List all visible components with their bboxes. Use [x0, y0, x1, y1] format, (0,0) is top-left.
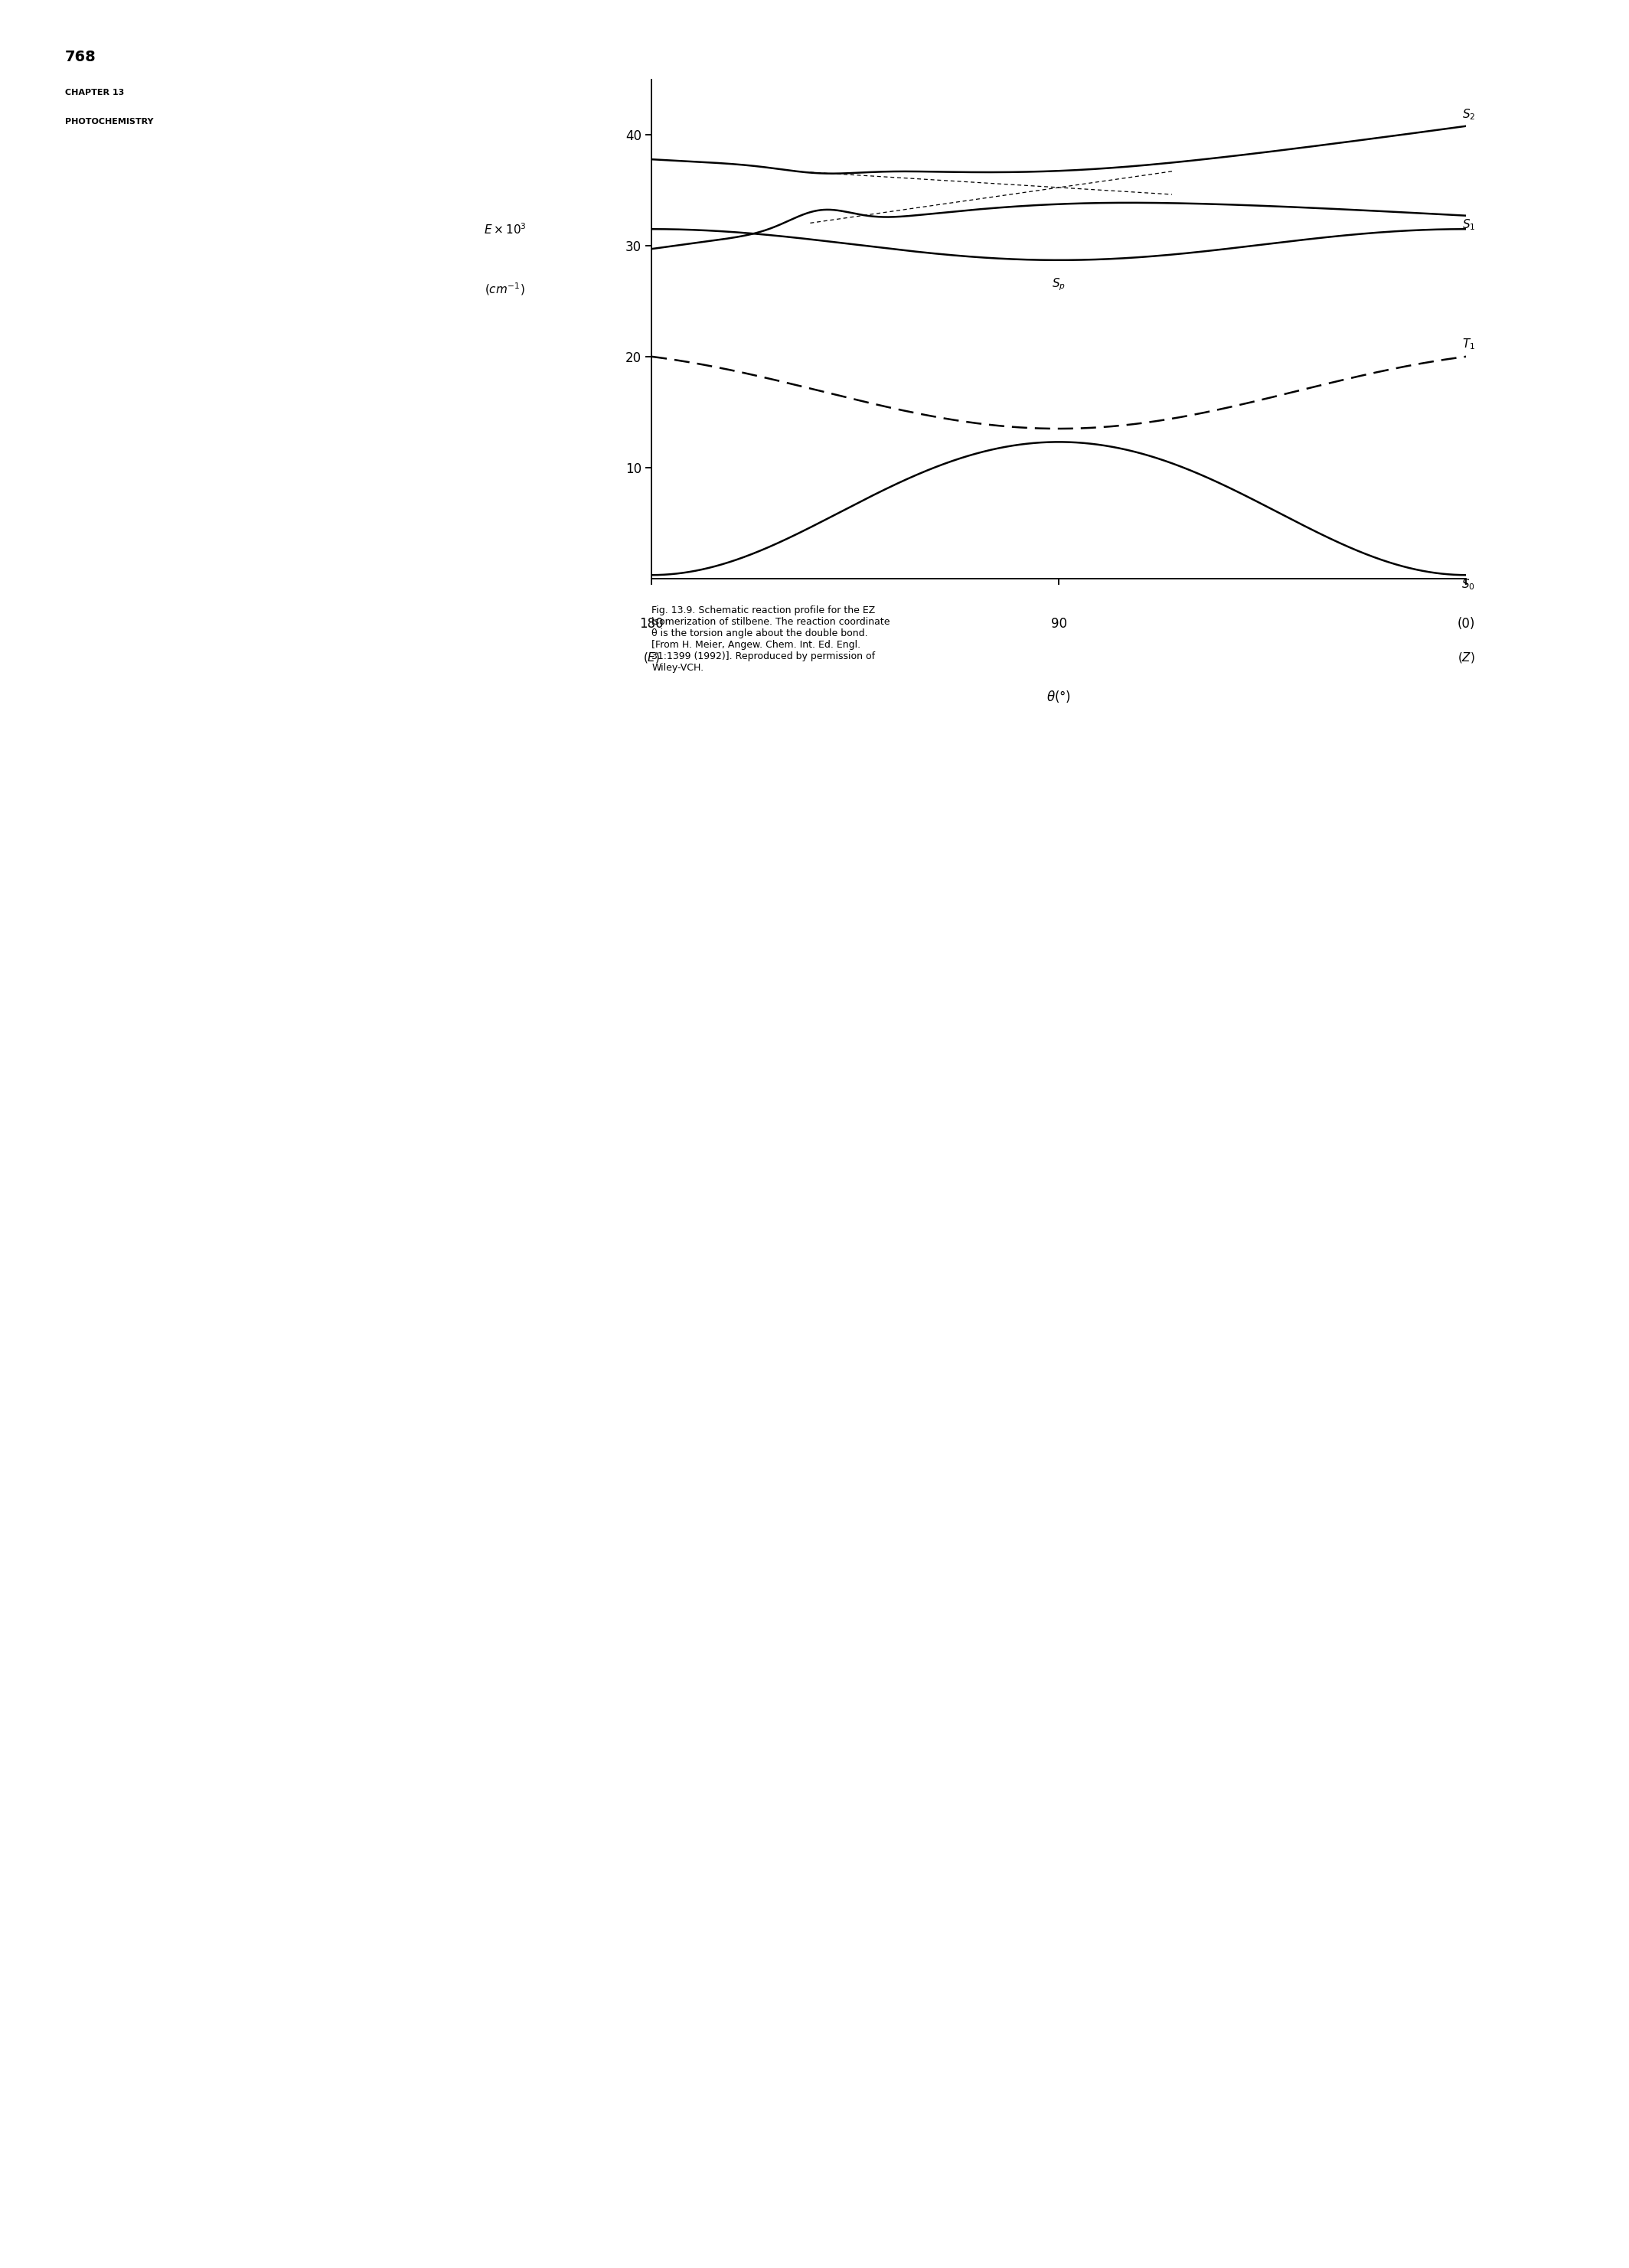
- Text: $S_0$: $S_0$: [1461, 578, 1476, 592]
- Text: 90: 90: [1051, 617, 1067, 631]
- Text: $S_2$: $S_2$: [1461, 107, 1476, 122]
- Text: $(E)$: $(E)$: [643, 651, 660, 665]
- Text: $S_p$: $S_p$: [1052, 277, 1065, 293]
- Text: $(cm^{-1})$: $(cm^{-1})$: [485, 281, 525, 297]
- Text: $\theta(°)$: $\theta(°)$: [1046, 689, 1072, 705]
- Text: 180: 180: [640, 617, 663, 631]
- Text: PHOTOCHEMISTRY: PHOTOCHEMISTRY: [65, 118, 153, 125]
- Text: $S_1$: $S_1$: [1461, 218, 1476, 231]
- Text: $(Z)$: $(Z)$: [1458, 651, 1474, 665]
- Text: CHAPTER 13: CHAPTER 13: [65, 88, 124, 95]
- Text: $T_1$: $T_1$: [1463, 336, 1476, 352]
- Text: Fig. 13.9. Schematic reaction profile for the EZ
isomerization of stilbene. The : Fig. 13.9. Schematic reaction profile fo…: [652, 606, 889, 674]
- Text: 768: 768: [65, 50, 96, 64]
- Text: $E \times 10^3$: $E \times 10^3$: [484, 222, 526, 236]
- Text: (0): (0): [1458, 617, 1474, 631]
